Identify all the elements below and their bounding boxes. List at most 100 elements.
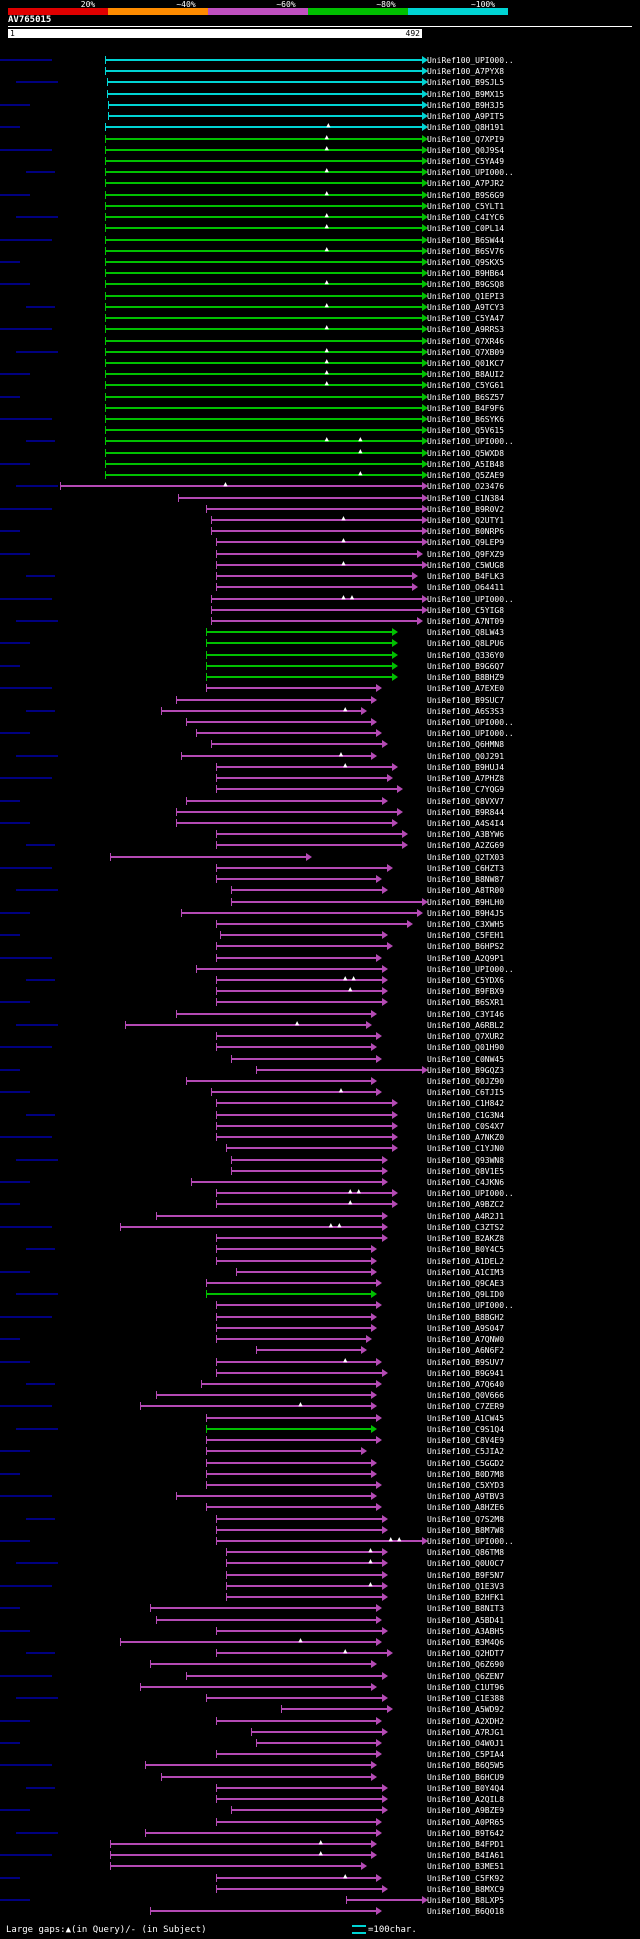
hit-bar[interactable] (206, 1416, 377, 1419)
hit-label[interactable]: UniRef100_A8HZE6 (427, 1503, 505, 1513)
hit-bar[interactable] (225, 1596, 382, 1599)
hit-bar[interactable] (180, 754, 372, 757)
hit-bar[interactable] (216, 1326, 372, 1329)
hit-bar[interactable] (216, 979, 382, 982)
hit-bar[interactable] (104, 462, 422, 465)
hit-label[interactable]: UniRef100_Q01H90 (427, 1043, 505, 1053)
hit-bar[interactable] (104, 126, 422, 129)
hit-bar[interactable] (110, 1865, 362, 1868)
hit-label[interactable]: UniRef100_B2AKZ8 (427, 1234, 505, 1244)
hit-label[interactable]: UniRef100_Q9LID0 (427, 1290, 505, 1300)
hit-label[interactable]: UniRef100_Q2HDT7 (427, 1649, 505, 1659)
hit-label[interactable]: UniRef100_B8BHZ9 (427, 673, 505, 683)
hit-bar[interactable] (104, 339, 422, 342)
hit-label[interactable]: UniRef100_B9H4J5 (427, 908, 505, 918)
hit-label[interactable]: UniRef100_C3YI46 (427, 1009, 505, 1019)
hit-bar[interactable] (140, 1405, 372, 1408)
hit-label[interactable]: UniRef100_C8V4E9 (427, 1436, 505, 1446)
hit-bar[interactable] (216, 1136, 392, 1139)
hit-bar[interactable] (216, 1820, 377, 1823)
hit-label[interactable]: UniRef100_Q2TX03 (427, 852, 505, 862)
hit-bar[interactable] (216, 1528, 382, 1531)
hit-label[interactable]: UniRef100_B6HPS2 (427, 942, 505, 952)
hit-bar[interactable] (106, 81, 422, 84)
hit-label[interactable]: UniRef100_Q86TM8 (427, 1548, 505, 1558)
hit-bar[interactable] (104, 373, 422, 376)
hit-bar[interactable] (185, 1674, 382, 1677)
hit-bar[interactable] (104, 260, 422, 263)
hit-bar[interactable] (211, 620, 417, 622)
hit-label[interactable]: UniRef100_C0S4X7 (427, 1121, 505, 1131)
hit-label[interactable]: UniRef100_B9MX15 (427, 89, 505, 99)
hit-bar[interactable] (216, 1371, 382, 1374)
hit-bar[interactable] (216, 1798, 382, 1801)
hit-bar[interactable] (185, 1080, 372, 1083)
hit-bar[interactable] (206, 687, 377, 690)
hit-bar[interactable] (104, 148, 422, 151)
hit-bar[interactable] (190, 1181, 382, 1183)
hit-label[interactable]: UniRef100_C9S1Q4 (427, 1424, 505, 1434)
hit-label[interactable]: UniRef100_A2ZG69 (427, 841, 505, 851)
hit-label[interactable]: UniRef100_UPI000.. (427, 1189, 514, 1199)
hit-bar[interactable] (206, 1427, 372, 1430)
hit-bar[interactable] (346, 1899, 422, 1902)
hit-bar[interactable] (206, 1506, 377, 1509)
hit-label[interactable]: UniRef100_B9FBX9 (427, 987, 505, 997)
hit-label[interactable]: UniRef100_B3ME51 (427, 1862, 505, 1872)
hit-label[interactable]: UniRef100_C5PIA4 (427, 1750, 505, 1760)
hit-label[interactable]: UniRef100_B4FPD1 (427, 1839, 505, 1849)
hit-bar[interactable] (216, 586, 412, 589)
hit-bar[interactable] (120, 1225, 382, 1228)
hit-bar[interactable] (155, 1394, 372, 1397)
hit-bar[interactable] (250, 1730, 382, 1733)
hit-label[interactable]: UniRef100_Q7XUR2 (427, 1032, 505, 1042)
hit-label[interactable]: UniRef100_UPI000.. (427, 1301, 514, 1311)
hit-label[interactable]: UniRef100_B6SW44 (427, 235, 505, 245)
hit-label[interactable]: UniRef100_B4FLK3 (427, 572, 505, 582)
hit-bar[interactable] (206, 1293, 372, 1296)
hit-label[interactable]: UniRef100_A9BZC2 (427, 1200, 505, 1210)
hit-label[interactable]: UniRef100_Q0J9S4 (427, 145, 505, 155)
hit-bar[interactable] (104, 159, 422, 162)
hit-label[interactable]: UniRef100_Q1E3V3 (427, 1581, 505, 1591)
hit-bar[interactable] (216, 1259, 372, 1262)
hit-label[interactable]: UniRef100_A6S3S3 (427, 706, 505, 716)
hit-label[interactable]: UniRef100_Q0JZ90 (427, 1077, 505, 1087)
hit-bar[interactable] (216, 1786, 382, 1789)
hit-bar[interactable] (206, 1472, 372, 1475)
hit-label[interactable]: UniRef100_B9HB64 (427, 269, 505, 279)
hit-label[interactable]: UniRef100_C4JKN6 (427, 1178, 505, 1187)
hit-label[interactable]: UniRef100_Q7XR46 (427, 336, 505, 346)
hit-label[interactable]: UniRef100_B9S6G9 (427, 190, 505, 200)
hit-bar[interactable] (281, 1708, 387, 1711)
hit-label[interactable]: UniRef100_Q0V666 (427, 1391, 505, 1401)
hit-bar[interactable] (211, 530, 422, 533)
hit-bar[interactable] (206, 664, 392, 667)
hit-label[interactable]: UniRef100_C6HZT3 (427, 863, 505, 873)
hit-label[interactable]: UniRef100_B6Q5W5 (427, 1761, 505, 1771)
hit-bar[interactable] (104, 406, 422, 409)
hit-label[interactable]: UniRef100_A6N6F2 (427, 1346, 505, 1356)
hit-bar[interactable] (108, 103, 422, 106)
hit-bar[interactable] (235, 1270, 372, 1273)
hit-label[interactable]: UniRef100_C5YDX6 (427, 976, 505, 986)
hit-bar[interactable] (255, 1742, 377, 1744)
hit-label[interactable]: UniRef100_A4R2J1 (427, 1211, 505, 1221)
hit-bar[interactable] (216, 777, 387, 780)
hit-label[interactable]: UniRef100_C5GGD2 (427, 1458, 505, 1468)
hit-bar[interactable] (104, 294, 422, 297)
hit-bar[interactable] (155, 1618, 377, 1621)
hit-label[interactable]: UniRef100_Q9CAE3 (427, 1278, 505, 1288)
hit-label[interactable]: UniRef100_A3ABH5 (427, 1626, 505, 1636)
hit-label[interactable]: UniRef100_B4IA61 (427, 1851, 505, 1861)
hit-label[interactable]: UniRef100_C1E388 (427, 1694, 505, 1704)
hit-bar[interactable] (216, 1719, 377, 1722)
hit-label[interactable]: UniRef100_Q6Z690 (427, 1660, 505, 1670)
hit-label[interactable]: UniRef100_UPI000.. (427, 594, 514, 604)
hit-bar[interactable] (216, 990, 382, 993)
hit-bar[interactable] (104, 216, 422, 219)
hit-label[interactable]: UniRef100_B9HUJ4 (427, 762, 505, 772)
hit-bar[interactable] (211, 608, 422, 611)
hit-label[interactable]: UniRef100_C5XYD3 (427, 1480, 505, 1490)
hit-bar[interactable] (104, 182, 422, 185)
